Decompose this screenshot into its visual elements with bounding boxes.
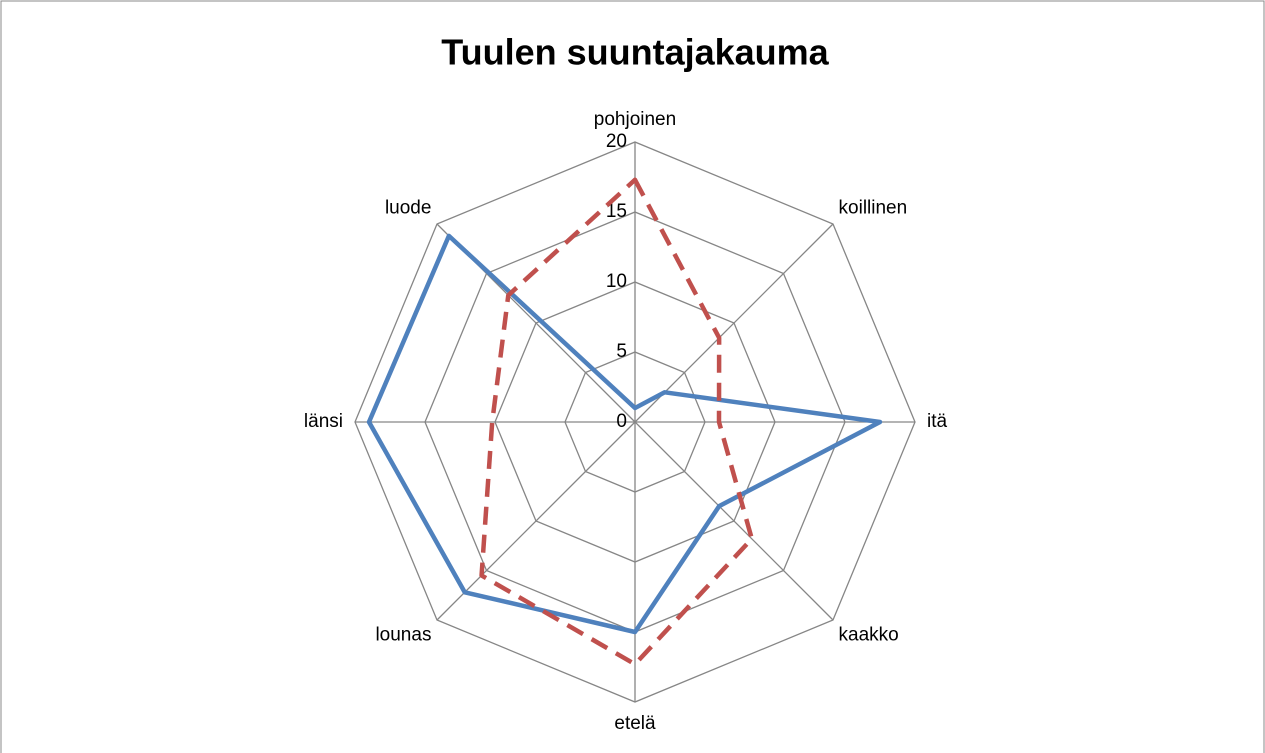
series-line: [479, 177, 755, 667]
category-label: lounas: [375, 625, 431, 646]
category-label: pohjoinen: [594, 109, 676, 130]
category-label: länsi: [304, 411, 343, 432]
r-tick-label: 0: [616, 411, 627, 432]
category-label: luode: [385, 197, 432, 218]
category-label: etelä: [614, 713, 656, 734]
spoke: [634, 223, 834, 423]
r-tick-label: 15: [606, 201, 627, 222]
category-label: koillinen: [839, 197, 908, 218]
category-label: itä: [927, 411, 948, 432]
chart-title: Tuulen suuntajakauma: [441, 32, 829, 73]
r-tick-label: 20: [606, 131, 627, 152]
r-tick-label: 5: [616, 341, 627, 362]
series-line: [366, 233, 883, 635]
r-tick-label: 10: [606, 271, 627, 292]
spoke: [634, 421, 834, 621]
category-label: kaakko: [839, 625, 899, 646]
spoke: [436, 421, 636, 621]
